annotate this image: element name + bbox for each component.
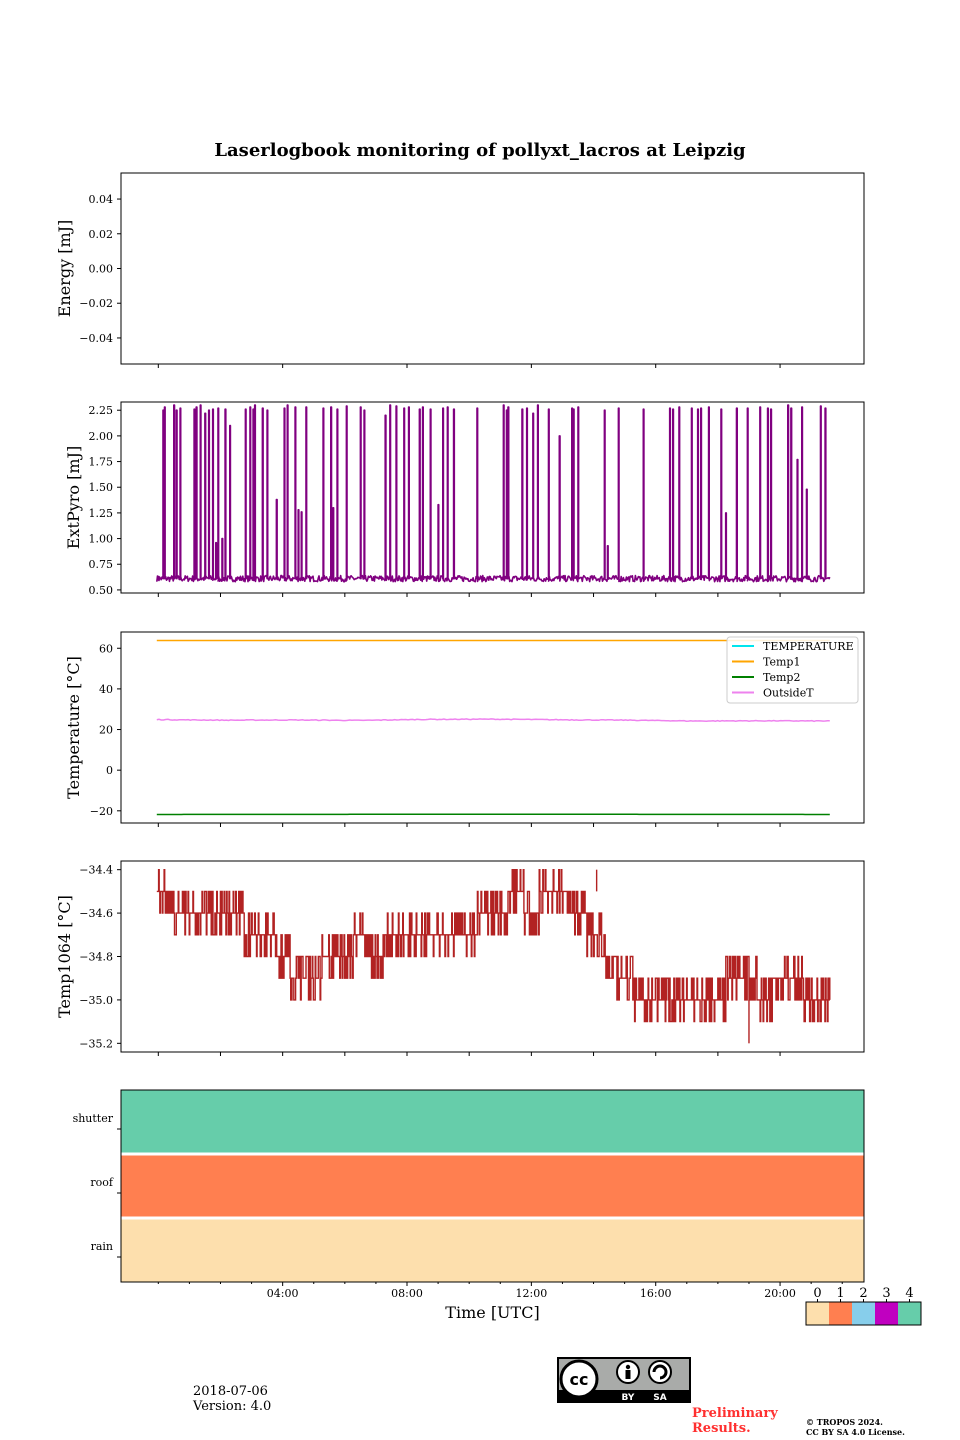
y-tick-label: 0 <box>106 764 113 777</box>
chart-status: shutter roof rain 04:00 08:00 12:00 16:00 20:00… <box>73 1089 922 1326</box>
chart-temperature: 60 40 20 0 −20 Temperature [°C] TEMPERATURE Tem… <box>64 631 865 827</box>
status-row-roof <box>121 1154 864 1218</box>
plot-frame <box>120 860 865 1053</box>
y-tick-label: −20 <box>90 805 113 818</box>
chart-extpyro: 0.50 0.75 1.00 1.25 1.50 1.75 2.00 2.25 ExtPyro … <box>64 401 865 597</box>
status-row-label: roof <box>90 1176 114 1189</box>
copyright-line-1: © TROPOS 2024. <box>806 1417 883 1427</box>
legend-label: Temp2 <box>763 671 800 684</box>
colorbar-tick-label: 4 <box>905 1286 913 1301</box>
chart-energy: 0.04 0.02 0.00 −0.02 −0.04 Energy [mJ] <box>55 172 865 368</box>
cc-logo-text: cc <box>570 1370 589 1389</box>
y-axis-label: Energy [mJ] <box>55 220 74 318</box>
colorbar-swatch <box>875 1302 898 1325</box>
y-tick-label: 2.25 <box>89 404 114 417</box>
x-tick-label: 08:00 <box>391 1287 423 1300</box>
colorbar-tick-label: 1 <box>836 1286 844 1301</box>
colorbar-tick-label: 3 <box>882 1286 890 1301</box>
colorbar-swatch <box>829 1302 852 1325</box>
status-row-rain <box>121 1218 864 1282</box>
y-tick-label: 40 <box>99 683 113 696</box>
legend-label: Temp1 <box>763 656 800 669</box>
y-tick-label: 1.25 <box>89 507 114 520</box>
x-tick-label: 04:00 <box>267 1287 299 1300</box>
y-tick-label: 0.04 <box>89 193 114 206</box>
copyright-note: © TROPOS 2024. CC BY SA 4.0 License. <box>806 1417 905 1437</box>
colorbar-swatch <box>898 1302 921 1325</box>
y-tick-label: −34.8 <box>79 951 113 964</box>
y-tick-label: −34.6 <box>79 907 113 920</box>
x-axis-label: Time [UTC] <box>445 1303 539 1322</box>
colorbar-frame <box>805 1301 922 1326</box>
y-tick-label: 20 <box>99 724 113 737</box>
plot-frame <box>120 1089 865 1283</box>
plot-frame <box>120 172 865 365</box>
preliminary-line-2: Results. <box>692 1421 751 1436</box>
footer-date: 2018-07-06 <box>193 1384 268 1399</box>
copyright-line-2: CC BY SA 4.0 License. <box>806 1427 905 1437</box>
footer-info: 2018-07-06 Version: 4.0 <box>193 1384 271 1414</box>
legend-label: OutsideT <box>763 687 814 700</box>
y-axis-label: ExtPyro [mJ] <box>64 446 83 549</box>
y-tick-label: 0.50 <box>89 584 114 597</box>
series-line-outsidet <box>156 718 830 723</box>
series-line-temp1064 <box>156 869 831 1023</box>
colorbar-swatch <box>806 1302 829 1325</box>
y-tick-label: −35.2 <box>79 1037 113 1050</box>
y-tick-label: 0.75 <box>89 558 114 571</box>
y-tick-label: −0.04 <box>79 332 113 345</box>
y-axis-label: Temp1064 [°C] <box>55 895 74 1018</box>
plot-frame <box>120 631 865 824</box>
cc-sa-icon <box>648 1360 672 1384</box>
y-tick-label: 1.75 <box>89 456 114 469</box>
colorbar-tick-label: 2 <box>859 1286 867 1301</box>
cc-sa-label: SA <box>653 1393 666 1403</box>
y-tick-label: 1.50 <box>89 481 114 494</box>
legend: TEMPERATURE Temp1 Temp2 OutsideT <box>726 636 859 704</box>
page-title: Laserlogbook monitoring of pollyxt_lacro… <box>214 140 746 161</box>
series-line-extpyro <box>156 404 831 583</box>
y-tick-label: −34.4 <box>79 864 113 877</box>
y-axis-label: Temperature [°C] <box>64 656 83 799</box>
y-tick-label: 0.02 <box>89 228 114 241</box>
preliminary-line-1: Preliminary <box>692 1406 778 1421</box>
legend-label: TEMPERATURE <box>763 640 854 653</box>
status-row-shutter <box>121 1090 864 1154</box>
preliminary-note: Preliminary Results. <box>692 1406 778 1436</box>
x-tick-label: 20:00 <box>764 1287 796 1300</box>
y-tick-label: 2.00 <box>89 430 114 443</box>
y-tick-label: −35.0 <box>79 994 113 1007</box>
chart-temp1064: −34.4 −34.6 −34.8 −35.0 −35.2 Temp1064 [°C] <box>55 860 865 1056</box>
legend-box <box>726 636 859 704</box>
y-tick-label: 1.00 <box>89 533 114 546</box>
status-row-label: shutter <box>73 1112 114 1125</box>
colorbar-swatch <box>852 1302 875 1325</box>
x-tick-label: 16:00 <box>640 1287 672 1300</box>
footer-version: Version: 4.0 <box>193 1399 272 1414</box>
y-tick-label: −0.02 <box>79 297 113 310</box>
cc-by-label: BY <box>622 1393 635 1403</box>
colorbar-tick-label: 0 <box>813 1286 821 1301</box>
status-row-label: rain <box>91 1240 113 1253</box>
y-tick-label: 60 <box>99 642 113 655</box>
cc-license-logo: cc BY SA <box>557 1357 691 1403</box>
x-tick-label: 12:00 <box>516 1287 548 1300</box>
plot-frame <box>120 401 865 594</box>
y-tick-label: 0.00 <box>89 263 114 276</box>
